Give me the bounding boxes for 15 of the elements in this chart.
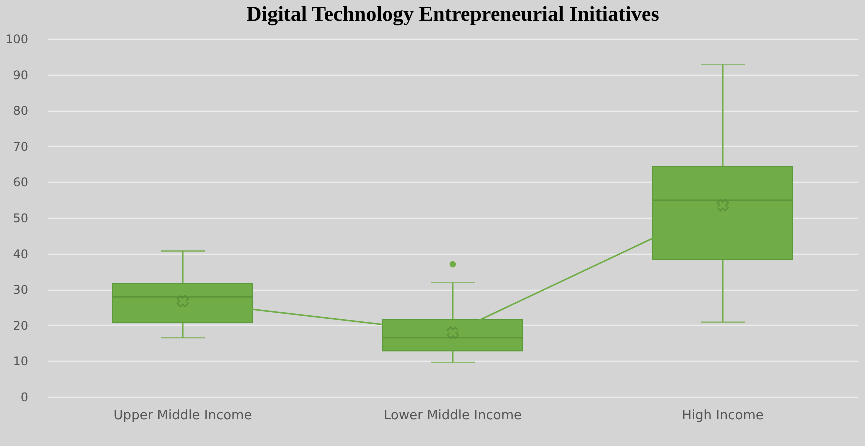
y-tick-label: 30: [13, 283, 28, 298]
y-tick-label: 50: [13, 212, 28, 226]
y-tick-label: 90: [13, 68, 28, 82]
y-tick-label: 100: [6, 32, 28, 46]
y-tick-label: 70: [13, 140, 28, 154]
y-tick-label: 80: [13, 104, 28, 118]
y-tick-label: 0: [20, 390, 28, 404]
y-tick-label: 40: [13, 247, 28, 262]
x-tick-label: Lower Middle Income: [384, 408, 522, 424]
y-tick-label: 10: [13, 354, 28, 369]
y-tick-label: 20: [13, 318, 28, 333]
y-tick-label: 60: [13, 176, 28, 190]
chart-title: Digital Technology Entrepreneurial Initiatives: [246, 2, 660, 26]
x-tick-label: Upper Middle Income: [114, 408, 252, 424]
x-tick-label: High Income: [682, 408, 764, 424]
